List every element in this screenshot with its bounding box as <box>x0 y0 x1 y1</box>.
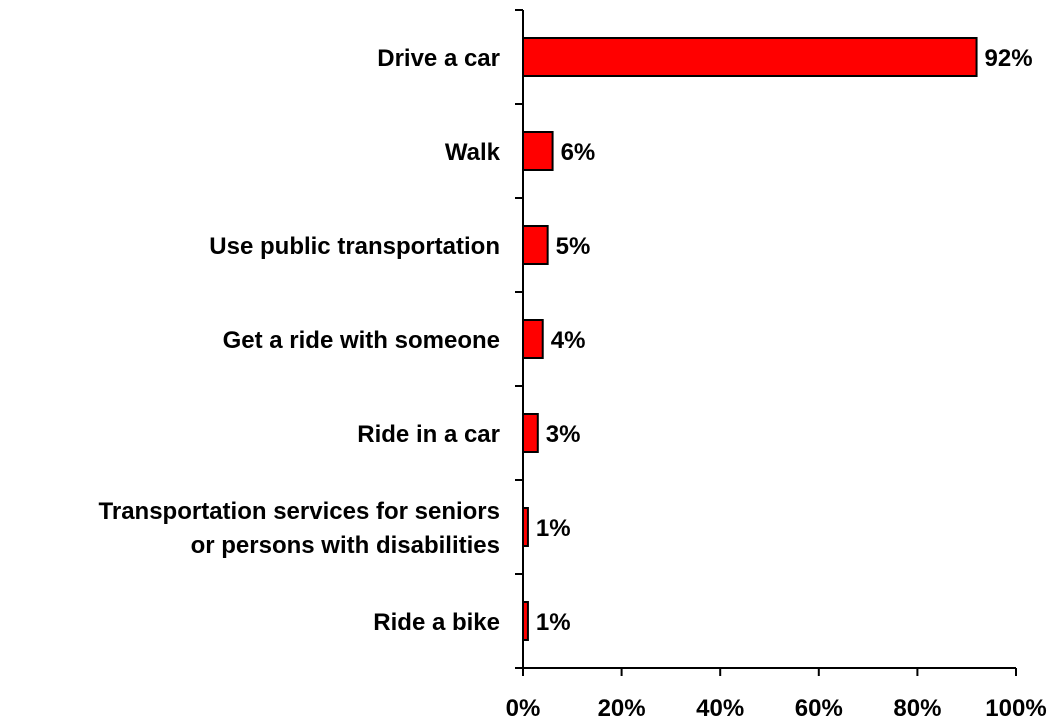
bar <box>522 131 554 171</box>
x-tick-label: 100% <box>985 695 1046 722</box>
category-label: Walk <box>445 139 501 166</box>
bar-value-label: 1% <box>536 609 571 636</box>
bar <box>522 601 529 641</box>
bar <box>522 413 539 453</box>
bar-value-label: 92% <box>985 45 1033 72</box>
bar-value-label: 5% <box>556 233 591 260</box>
bar-value-label: 3% <box>546 421 581 448</box>
x-tick-label: 80% <box>893 695 941 722</box>
x-tick-label: 0% <box>506 695 541 722</box>
category-label: Use public transportation <box>209 233 500 260</box>
bar <box>522 319 544 359</box>
category-label: Transportation services for seniors <box>99 498 500 525</box>
category-label: Get a ride with someone <box>223 327 500 354</box>
x-tick-labels: 0% 20% 40% 60% 80% 100% <box>506 695 1047 722</box>
x-tick-label: 20% <box>598 695 646 722</box>
category-labels: Drive a car Walk Use public transportation… <box>99 45 501 636</box>
bar <box>522 225 549 265</box>
value-labels: 92% 6% 5% 4% 3% 1% 1% <box>536 45 1033 636</box>
category-label: Ride a bike <box>373 609 500 636</box>
chart-bars <box>522 37 978 641</box>
bar-value-label: 6% <box>561 139 596 166</box>
bar <box>522 37 978 77</box>
x-tick-label: 60% <box>795 695 843 722</box>
chart-axes <box>515 9 1017 676</box>
bar-value-label: 4% <box>551 327 586 354</box>
x-tick-label: 40% <box>696 695 744 722</box>
category-label: Ride in a car <box>357 421 500 448</box>
category-label: Drive a car <box>377 45 500 72</box>
bar <box>522 507 529 547</box>
bar-value-label: 1% <box>536 515 571 542</box>
category-label: or persons with disabilities <box>191 532 500 559</box>
